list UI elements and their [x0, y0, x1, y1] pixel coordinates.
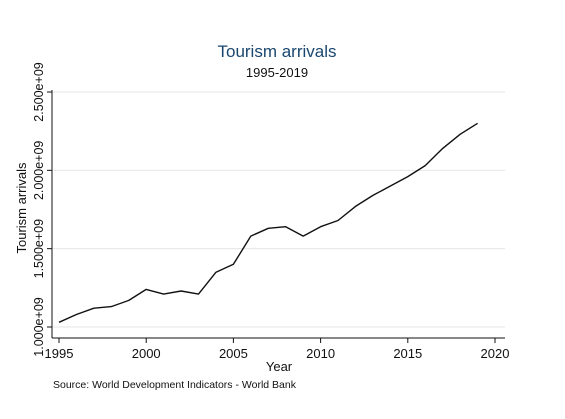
- data-point: [215, 271, 217, 273]
- x-tick-label: 2010: [306, 346, 335, 361]
- data-point: [372, 195, 374, 197]
- series-layer: [58, 122, 479, 324]
- data-point: [477, 123, 479, 125]
- chart-subtitle: 1995-2019: [246, 65, 308, 80]
- data-point: [320, 226, 322, 228]
- data-point: [407, 176, 409, 178]
- x-tick-label: 1995: [45, 346, 74, 361]
- y-tick-label: 1.000e+09: [32, 297, 46, 356]
- data-point: [302, 235, 304, 237]
- data-point: [355, 206, 357, 208]
- y-tick-label: 1.500e+09: [32, 219, 46, 278]
- series-line: [58, 122, 478, 323]
- data-point: [390, 185, 392, 187]
- x-axis-label: Year: [266, 359, 293, 374]
- x-tick-label: 2005: [219, 346, 248, 361]
- data-point: [198, 293, 200, 295]
- data-point: [76, 314, 78, 316]
- data-point: [111, 306, 113, 308]
- data-point: [145, 289, 147, 291]
- data-point: [128, 300, 130, 302]
- x-tick-label: 2020: [481, 346, 510, 361]
- data-point: [180, 290, 182, 292]
- y-tick-label: 2.500e+09: [32, 62, 46, 121]
- data-point: [250, 235, 252, 237]
- x-axis-ticks: 1995 2000 2005 2010 2015 2020: [45, 338, 510, 361]
- chart-title: Tourism arrivals: [217, 42, 336, 61]
- data-point: [233, 264, 235, 266]
- data-point: [163, 293, 165, 295]
- data-point: [267, 228, 269, 230]
- data-point: [285, 226, 287, 228]
- data-point: [337, 220, 339, 222]
- data-point: [58, 322, 60, 324]
- data-point: [442, 148, 444, 150]
- data-point: [424, 165, 426, 167]
- x-tick-label: 2015: [393, 346, 422, 361]
- x-tick-label: 2000: [132, 346, 161, 361]
- y-axis-ticks: 1.000e+09 1.500e+09 2.000e+09 2.500e+09: [32, 62, 52, 357]
- data-point: [459, 134, 461, 136]
- source-note: Source: World Development Indicators - W…: [53, 379, 297, 391]
- data-point: [93, 307, 95, 309]
- gridlines: [53, 91, 505, 328]
- y-tick-label: 2.000e+09: [32, 141, 46, 200]
- y-axis-label: Tourism arrivals: [14, 162, 29, 254]
